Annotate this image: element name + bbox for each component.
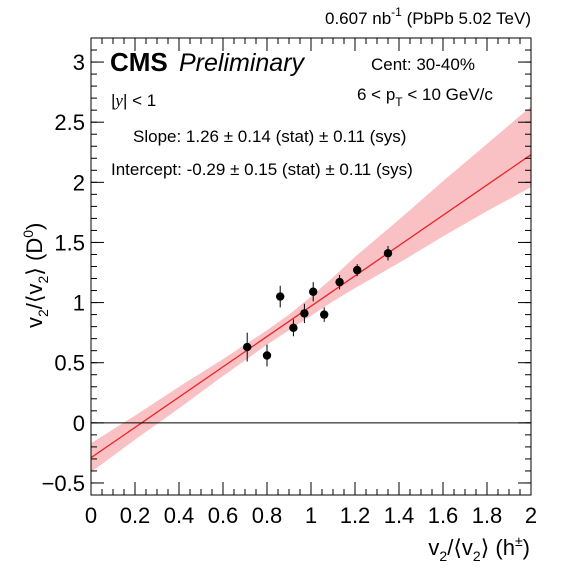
y-axis-title: v2/⟨v2⟩ (D0): [20, 223, 51, 328]
y-tick-label-0: −0.5: [42, 471, 85, 496]
y-tick-label-6: 2.5: [54, 110, 85, 135]
points-layer: [243, 246, 393, 367]
marker-9: [353, 265, 362, 275]
rapidity-label: |y| < 1: [111, 91, 156, 110]
y-tick-label-3: 1: [73, 291, 85, 316]
fit-band-layer: [91, 106, 531, 473]
marker-3: [276, 292, 285, 301]
marker-2: [262, 351, 272, 360]
y-tick-label-4: 1.5: [54, 230, 85, 255]
marker-1: [243, 342, 252, 352]
y-tick-label-1: 0: [73, 411, 85, 436]
lumi-label: 0.607 nb-1 (PbPb 5.02 TeV): [325, 5, 531, 28]
slope-label: Slope: 1.26 ± 0.14 (stat) ± 0.11 (sys): [133, 127, 406, 146]
marker-4: [289, 323, 298, 333]
marker-5: [300, 309, 309, 318]
y-tick-label-2: 0.5: [54, 351, 85, 376]
data-point-5: [300, 303, 309, 324]
data-point-6: [309, 282, 318, 302]
intercept-label: Intercept: -0.29 ± 0.15 (stat) ± 0.11 (s…: [111, 160, 413, 179]
data-point-10: [383, 246, 393, 261]
data-point-9: [353, 264, 362, 277]
frame-layer: [90, 37, 532, 496]
data-point-8: [335, 274, 344, 290]
data-point-1: [243, 332, 252, 362]
x-tick-label-6: 1.2: [340, 503, 371, 528]
preliminary-label: Preliminary: [179, 49, 306, 77]
data-point-2: [262, 344, 272, 367]
data-point-3: [276, 285, 285, 308]
x-tick-label-4: 0.8: [252, 503, 283, 528]
marker-10: [383, 249, 393, 258]
y-tick-label-5: 2: [73, 170, 85, 195]
data-point-4: [289, 319, 298, 337]
fit-confidence-band: [91, 106, 531, 473]
x-tick-label-5: 1: [305, 503, 317, 528]
y-tick-label-7: 3: [73, 50, 85, 75]
centrality-label: Cent: 30-40%: [371, 55, 475, 74]
pt-range-label: 6 < pT < 10 GeV/c: [357, 85, 493, 109]
cms-label: CMS: [110, 47, 168, 77]
plot-frame: [90, 37, 532, 496]
x-axis-title: v2/⟨v2⟩ (h±): [428, 533, 530, 564]
fit-line: [91, 154, 531, 459]
x-tick-label-7: 1.4: [384, 503, 415, 528]
x-tick-label-0: 0: [85, 503, 97, 528]
x-tick-label-1: 0.2: [120, 503, 151, 528]
x-tick-label-10: 2: [525, 503, 537, 528]
fit-line-layer: [91, 154, 531, 459]
marker-6: [309, 287, 318, 296]
ticks-layer: 0 0.2 0.4 0.6 0.8 1 1.2 1.4 1.6 1.8 2−0.500.511.52…: [42, 37, 537, 528]
x-tick-label-2: 0.4: [164, 503, 195, 528]
marker-7: [320, 310, 329, 319]
data-point-7: [320, 307, 329, 322]
x-tick-label-8: 1.6: [428, 503, 459, 528]
marker-8: [335, 277, 344, 287]
x-tick-label-9: 1.8: [472, 503, 503, 528]
x-tick-label-3: 0.6: [208, 503, 239, 528]
